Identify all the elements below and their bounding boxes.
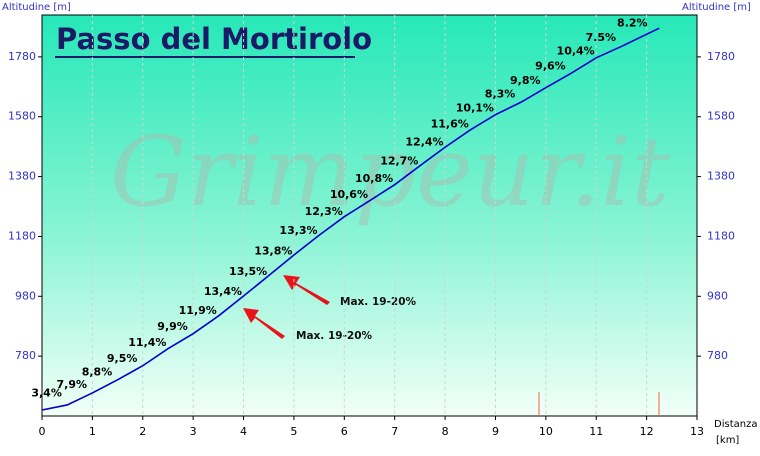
x-tick-label: 2 xyxy=(139,425,146,438)
x-tick-label: 11 xyxy=(589,425,603,438)
x-axis-unit: [km] xyxy=(716,435,739,446)
gradient-label: 13,8% xyxy=(254,244,292,257)
y2-tick-label: 1380 xyxy=(707,170,735,183)
annotation: Max. 19-20% xyxy=(296,330,373,342)
gradient-label: 10,1% xyxy=(456,101,494,114)
gradient-label: 3,4% xyxy=(31,386,62,399)
x-tick-label: 13 xyxy=(690,425,704,438)
x-axis-label: Distanza xyxy=(714,419,757,430)
gradient-label: 10,4% xyxy=(557,45,595,58)
y-tick-label: 1780 xyxy=(8,50,36,63)
gradient-label: 11,6% xyxy=(431,118,469,131)
chart-title: Passo del Mortirolo xyxy=(56,22,372,56)
y2-tick-label: 1180 xyxy=(707,229,735,242)
gradient-label: 12,7% xyxy=(380,154,418,167)
y-axis-label: Altitudine [m] xyxy=(2,2,71,13)
gradient-label: 8.2% xyxy=(617,16,648,29)
y2-tick-label: 980 xyxy=(707,289,728,302)
gradient-label: 10,6% xyxy=(330,188,368,201)
y-tick-label: 1580 xyxy=(8,110,36,123)
x-tick-label: 1 xyxy=(89,425,96,438)
gradient-label: 12,3% xyxy=(305,205,343,218)
x-tick-label: 3 xyxy=(190,425,197,438)
y2-tick-label: 1780 xyxy=(707,50,735,63)
annotation: Max. 19-20% xyxy=(340,296,417,308)
arrow xyxy=(243,308,285,339)
x-tick-label: 4 xyxy=(240,425,247,438)
gradient-label: 7,9% xyxy=(57,378,88,391)
x-tick-label: 9 xyxy=(492,425,499,438)
y2-tick-label: 1580 xyxy=(707,110,735,123)
y-tick-label: 980 xyxy=(15,289,36,302)
gradient-label: 8,3% xyxy=(485,88,516,101)
gradient-label: 12,4% xyxy=(405,136,443,149)
gradient-label: 13,5% xyxy=(229,265,267,278)
y2-tick-label: 780 xyxy=(707,349,728,362)
gradient-label: 7.5% xyxy=(586,31,617,44)
gradient-label: 9,8% xyxy=(510,74,541,87)
x-tick-label: 10 xyxy=(539,425,553,438)
y-tick-label: 1180 xyxy=(8,229,36,242)
gradient-label: 9,9% xyxy=(157,320,188,333)
profile-line xyxy=(41,27,660,411)
y2-axis-label: Altitudine [m] xyxy=(682,2,751,13)
gradient-label: 11,9% xyxy=(179,304,217,317)
gradient-label: 13,4% xyxy=(204,285,242,298)
plot-area xyxy=(41,14,698,417)
watermark: Grimpeur.it xyxy=(110,116,670,228)
gradient-label: 11,4% xyxy=(128,336,166,349)
gradient-label: 8,8% xyxy=(82,365,113,378)
y-tick-label: 780 xyxy=(15,349,36,362)
gradient-label: 9,6% xyxy=(535,60,566,73)
x-tick-label: 7 xyxy=(391,425,398,438)
gradient-label: 9,5% xyxy=(107,352,138,365)
x-tick-label: 0 xyxy=(39,425,46,438)
gradient-label: 13,3% xyxy=(279,224,317,237)
y-tick-label: 1380 xyxy=(8,170,36,183)
x-tick-label: 6 xyxy=(341,425,348,438)
x-tick-label: 8 xyxy=(442,425,449,438)
gradient-label: 10,8% xyxy=(355,172,393,185)
arrow xyxy=(283,275,330,305)
x-tick-label: 5 xyxy=(290,425,297,438)
x-tick-label: 12 xyxy=(640,425,654,438)
